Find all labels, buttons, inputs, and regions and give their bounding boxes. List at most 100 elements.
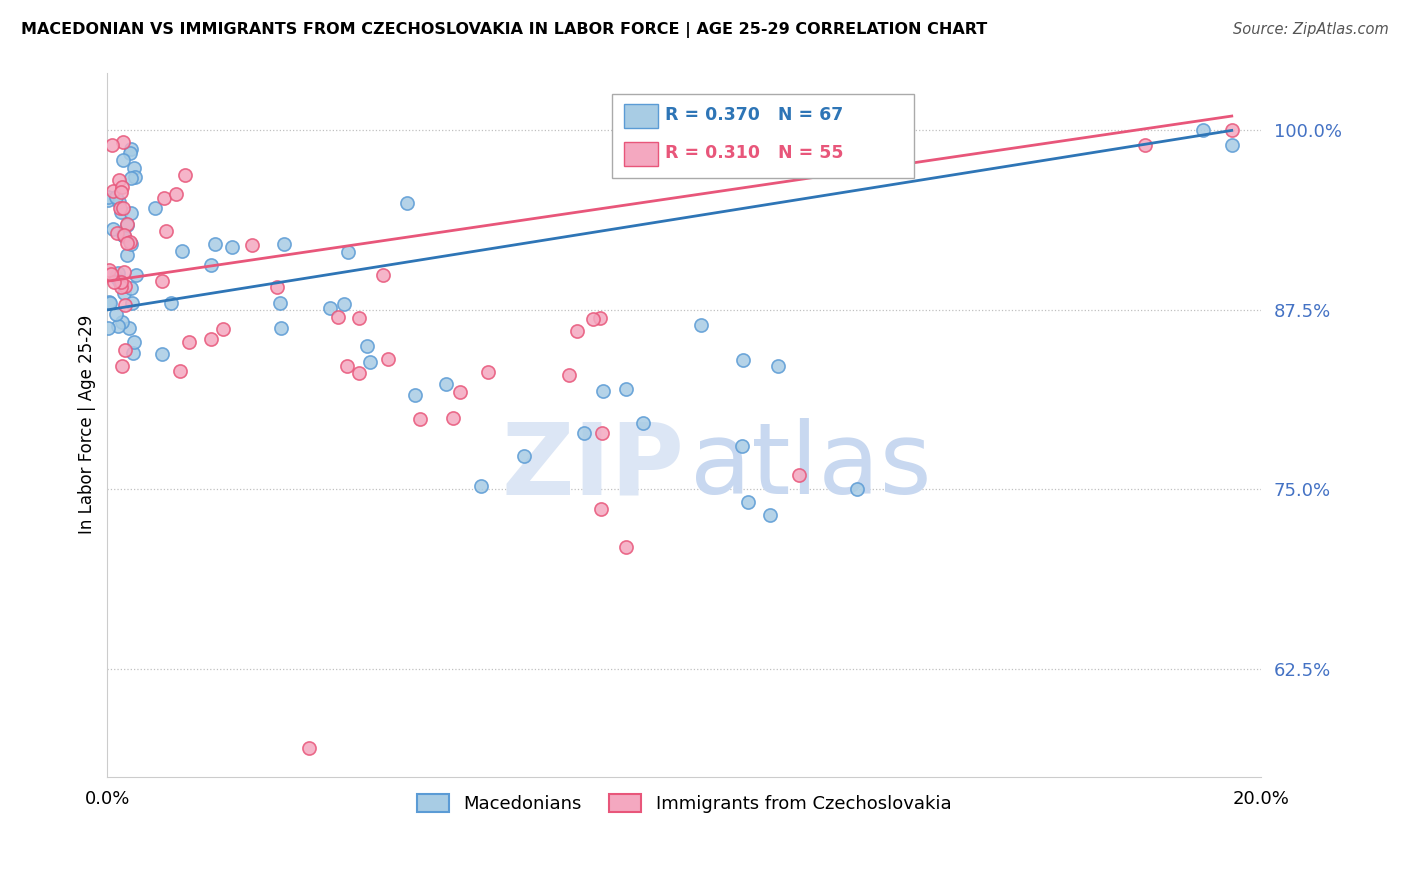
Point <box>733 352 755 367</box>
Point <box>112 228 135 243</box>
Point <box>97 320 120 334</box>
Point <box>270 321 292 335</box>
Text: R = 0.310   N = 55: R = 0.310 N = 55 <box>665 144 844 161</box>
Point <box>122 161 145 176</box>
Point <box>111 135 134 149</box>
Point <box>614 540 637 554</box>
Point <box>787 468 810 483</box>
Point <box>110 185 132 199</box>
Point <box>404 387 426 401</box>
Point <box>204 237 226 252</box>
Point <box>408 411 430 425</box>
Point <box>572 425 595 440</box>
Point <box>377 352 399 367</box>
Point <box>336 359 359 373</box>
Point <box>104 190 127 204</box>
Point <box>269 295 291 310</box>
Point <box>298 740 321 755</box>
Point <box>179 334 201 349</box>
Point <box>592 384 614 399</box>
Point <box>105 226 128 240</box>
Point <box>1135 137 1157 152</box>
Point <box>100 267 122 281</box>
Point <box>110 204 132 219</box>
Point <box>349 310 371 325</box>
Point <box>107 266 129 280</box>
Point <box>117 236 139 251</box>
Point <box>110 275 132 289</box>
Point <box>120 280 142 294</box>
Text: Source: ZipAtlas.com: Source: ZipAtlas.com <box>1233 22 1389 37</box>
Point <box>690 318 713 333</box>
Point <box>97 193 120 207</box>
Point <box>108 201 131 215</box>
Point <box>557 368 579 382</box>
Point <box>165 187 187 202</box>
Text: ZIP: ZIP <box>501 418 683 516</box>
Text: atlas: atlas <box>690 418 931 516</box>
Point <box>730 439 752 453</box>
Point <box>115 217 138 231</box>
Point <box>107 318 129 333</box>
Point <box>614 382 637 396</box>
Point <box>114 279 136 293</box>
Point <box>143 201 166 215</box>
Point <box>98 296 121 310</box>
Point <box>477 365 499 379</box>
Point <box>513 449 536 463</box>
Point <box>169 364 191 378</box>
Point <box>591 502 613 516</box>
Point <box>759 508 782 522</box>
Point <box>371 268 394 282</box>
Point <box>434 377 457 392</box>
Point <box>111 359 134 374</box>
Point <box>565 324 588 338</box>
Y-axis label: In Labor Force | Age 25-29: In Labor Force | Age 25-29 <box>79 315 96 534</box>
Point <box>105 307 128 321</box>
Point <box>347 366 370 380</box>
Point <box>174 168 197 182</box>
Point <box>97 190 120 204</box>
Point <box>101 138 124 153</box>
Point <box>326 310 349 324</box>
Point <box>122 346 145 360</box>
Point <box>124 170 146 185</box>
Point <box>118 321 141 335</box>
Point <box>221 240 243 254</box>
Point <box>101 184 124 198</box>
Point <box>160 296 183 310</box>
Point <box>111 315 134 329</box>
Point <box>124 334 146 349</box>
Point <box>111 153 134 167</box>
Point <box>1220 123 1243 137</box>
Point <box>240 238 263 252</box>
Point <box>125 268 148 282</box>
Point <box>112 228 135 243</box>
Point <box>104 269 127 284</box>
Point <box>112 265 135 279</box>
Point <box>107 194 129 209</box>
Point <box>112 286 135 301</box>
Point <box>98 263 121 277</box>
Point <box>115 248 138 262</box>
Point <box>582 312 605 326</box>
Point <box>111 179 134 194</box>
Point <box>155 224 177 238</box>
Point <box>120 142 142 156</box>
Point <box>332 297 354 311</box>
Point <box>120 205 142 219</box>
Point <box>120 236 142 251</box>
Point <box>114 343 136 357</box>
Point <box>103 275 125 289</box>
Point <box>110 280 132 294</box>
Point <box>846 483 869 497</box>
Point <box>588 311 610 326</box>
Point <box>115 218 138 232</box>
Point <box>97 294 120 309</box>
Point <box>112 228 135 243</box>
Point <box>591 426 613 441</box>
Point <box>114 298 136 312</box>
Point <box>103 222 125 236</box>
Point <box>319 301 342 316</box>
Point <box>118 235 141 250</box>
